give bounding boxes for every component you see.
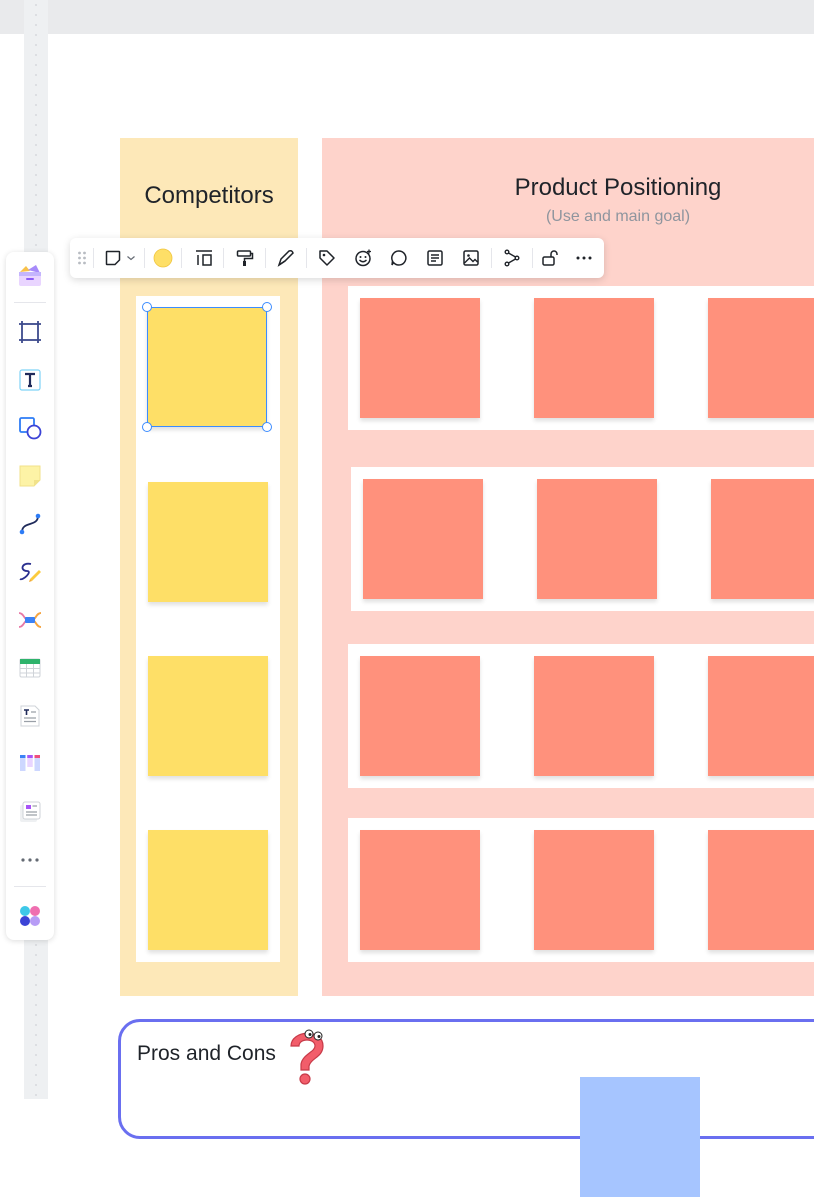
sticky-shape-icon[interactable] — [101, 246, 125, 270]
text-icon[interactable] — [14, 364, 46, 396]
toolbar-divider — [306, 248, 307, 268]
image-icon[interactable] — [459, 246, 483, 270]
connector-line-icon[interactable] — [14, 508, 46, 540]
kanban-icon[interactable] — [14, 748, 46, 780]
sticky-note[interactable] — [360, 830, 480, 950]
card-icon[interactable] — [14, 796, 46, 828]
sticky-note[interactable] — [363, 479, 483, 599]
product-positioning-title: Product Positioning — [514, 174, 722, 201]
question-mark-sticker-icon[interactable] — [283, 1024, 329, 1088]
sticky-note[interactable] — [708, 830, 814, 950]
sticky-note[interactable] — [534, 298, 654, 418]
more-tools-icon[interactable] — [14, 844, 46, 876]
drag-handle-icon[interactable] — [72, 246, 92, 270]
color-swatch[interactable] — [151, 246, 175, 270]
sticky-note[interactable] — [148, 830, 268, 950]
table-icon[interactable] — [14, 652, 46, 684]
sticky-note[interactable] — [580, 1077, 700, 1197]
sticky-note[interactable] — [708, 656, 814, 776]
sticky-note[interactable] — [360, 298, 480, 418]
sticky-note[interactable] — [148, 656, 268, 776]
mindmap-icon[interactable] — [14, 604, 46, 636]
top-bar — [0, 0, 814, 34]
resize-handle-bottom-left[interactable] — [142, 422, 152, 432]
sticky-note[interactable] — [147, 307, 267, 427]
templates-icon[interactable] — [14, 260, 46, 292]
comment-icon[interactable] — [387, 246, 411, 270]
toolbar-divider — [265, 248, 266, 268]
sticky-note[interactable] — [148, 482, 268, 602]
toolbar-divider — [93, 248, 94, 268]
frame-icon[interactable] — [14, 316, 46, 348]
resize-handle-top-right[interactable] — [262, 302, 272, 312]
pros-cons-frame[interactable] — [118, 1019, 814, 1139]
floating-toolbar — [70, 238, 604, 278]
pen-draw-icon[interactable] — [14, 556, 46, 588]
more-icon[interactable] — [572, 246, 596, 270]
format-painter-icon[interactable] — [233, 246, 257, 270]
sticky-note[interactable] — [534, 656, 654, 776]
sticky-note[interactable] — [360, 656, 480, 776]
text-align-icon[interactable] — [192, 246, 216, 270]
tag-icon[interactable] — [315, 246, 339, 270]
chevron-down-icon[interactable] — [124, 246, 138, 270]
rail-divider — [14, 302, 46, 303]
sticky-note[interactable] — [708, 298, 814, 418]
note-icon[interactable] — [423, 246, 447, 270]
toolbar-divider — [532, 248, 533, 268]
toolbar-divider — [491, 248, 492, 268]
resize-handle-top-left[interactable] — [142, 302, 152, 312]
sticky-note[interactable] — [537, 479, 657, 599]
sticky-note-icon[interactable] — [14, 460, 46, 492]
apps-icon[interactable] — [14, 900, 46, 932]
shape-icon[interactable] — [14, 412, 46, 444]
connector-icon[interactable] — [500, 246, 524, 270]
tool-rail — [6, 252, 54, 940]
pros-cons-title: Pros and Cons — [137, 1042, 276, 1065]
toolbar-divider — [223, 248, 224, 268]
doc-icon[interactable] — [14, 700, 46, 732]
emoji-icon[interactable] — [351, 246, 375, 270]
competitors-title: Competitors — [144, 182, 274, 209]
product-positioning-subtitle: (Use and main goal) — [545, 208, 691, 225]
sticky-note[interactable] — [711, 479, 814, 599]
rail-divider — [14, 886, 46, 887]
toolbar-divider — [181, 248, 182, 268]
sticky-note[interactable] — [534, 830, 654, 950]
pen-icon[interactable] — [274, 246, 298, 270]
resize-handle-bottom-right[interactable] — [262, 422, 272, 432]
toolbar-divider — [144, 248, 145, 268]
unlock-icon[interactable] — [537, 246, 561, 270]
